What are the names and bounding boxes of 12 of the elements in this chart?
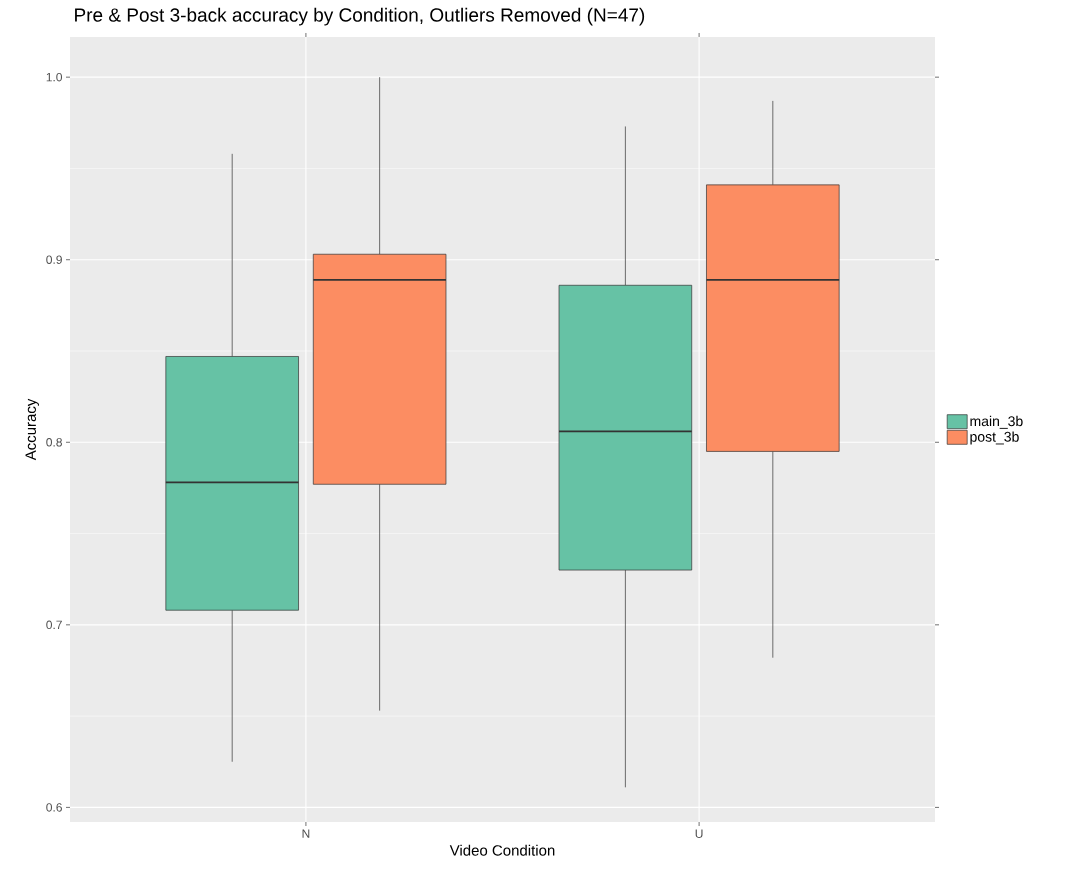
y-tick-label: 0.7 <box>46 620 62 630</box>
legend-label: post_3b <box>970 431 1019 445</box>
y-tick-label: 1.0 <box>46 72 63 82</box>
y-tick-label: 0.8 <box>46 438 62 447</box>
legend-label: main_3b <box>970 415 1023 429</box>
y-axis-title: Accuracy <box>25 398 39 461</box>
x-tick-label: N <box>302 829 310 838</box>
y-tick-label: 0.9 <box>46 255 62 264</box>
x-tick-label: U <box>695 829 703 838</box>
x-axis-title: Video Condition <box>449 844 555 856</box>
chart-title: Pre & Post 3-back accuracy by Condition, Outliers Removed (N=47) <box>75 7 645 26</box>
y-tick-label: 0.6 <box>46 803 62 812</box>
